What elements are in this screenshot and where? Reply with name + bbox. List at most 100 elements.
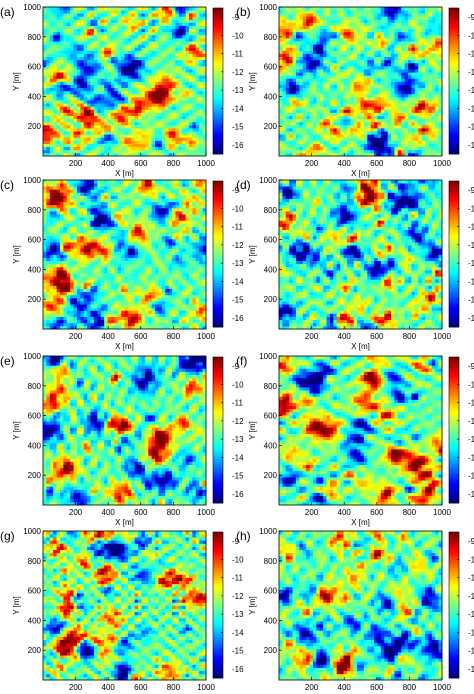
heatmap-cell: [384, 143, 389, 148]
heatmap-cell: [168, 72, 173, 76]
heatmap-cell: [192, 53, 197, 58]
heatmap-cell: [404, 140, 409, 144]
heatmap-cell: [357, 44, 361, 48]
heatmap-cell: [333, 134, 338, 138]
heatmap-cell: [46, 62, 51, 67]
heatmap-cell: [292, 93, 297, 98]
colorbar-tick-label: -14: [232, 104, 244, 113]
heatmap-cell: [401, 131, 405, 135]
heatmap-cell: [66, 316, 71, 321]
heatmap-cell: [302, 106, 307, 110]
heatmap-cell: [309, 121, 314, 126]
heatmap-cell: [73, 97, 78, 101]
heatmap-cell: [158, 56, 163, 61]
heatmap-cell: [350, 109, 355, 113]
heatmap-cell: [374, 25, 378, 30]
heatmap-cell: [435, 140, 439, 144]
heatmap-cell: [346, 22, 351, 26]
heatmap-cell: [104, 56, 108, 61]
heatmap-cell: [357, 19, 361, 23]
heatmap-cell: [367, 31, 372, 36]
heatmap-cell: [312, 97, 317, 101]
heatmap-cell: [309, 90, 314, 95]
heatmap-cell: [377, 128, 382, 132]
heatmap-cell: [178, 106, 183, 110]
heatmap-cell: [155, 97, 159, 101]
heatmap-cell: [421, 7, 426, 11]
heatmap-cell: [370, 143, 375, 148]
heatmap-cell: [104, 7, 108, 11]
heatmap-cell: [319, 118, 324, 123]
heatmap-cell: [326, 13, 331, 17]
heatmap-cell: [138, 38, 142, 42]
heatmap-cell: [175, 25, 180, 30]
heatmap-cell: [131, 131, 136, 135]
heatmap-cell: [401, 47, 405, 51]
heatmap-cell: [46, 84, 51, 89]
heatmap-cell: [124, 118, 129, 123]
heatmap-cell: [100, 316, 105, 321]
heatmap-cell: [336, 41, 341, 45]
heatmap-cell: [172, 62, 176, 67]
heatmap-cell: [370, 134, 375, 138]
heatmap-cell: [346, 87, 351, 92]
heatmap-cell: [374, 69, 378, 73]
heatmap-cell: [104, 146, 108, 151]
heatmap-cell: [346, 16, 351, 20]
heatmap-cell: [326, 41, 331, 45]
heatmap-cell: [121, 106, 125, 110]
heatmap-cell: [380, 72, 385, 76]
heatmap-cell: [394, 62, 399, 67]
heatmap-cell: [189, 72, 193, 76]
heatmap-cell: [107, 10, 112, 14]
heatmap-cell: [285, 13, 290, 17]
heatmap-cell: [107, 19, 112, 23]
heatmap-cell: [285, 44, 290, 48]
heatmap-cell: [353, 81, 358, 85]
heatmap-cell: [299, 50, 304, 54]
colorbar-step: [449, 140, 459, 143]
heatmap-cell: [43, 22, 47, 26]
heatmap-cell: [93, 22, 98, 26]
heatmap-cell: [421, 78, 426, 82]
heatmap-cell: [401, 69, 405, 73]
heatmap-cell: [391, 16, 395, 20]
heatmap-cell: [340, 146, 344, 151]
heatmap-cell: [285, 121, 290, 126]
heatmap-cell: [421, 134, 426, 138]
heatmap-cell: [425, 97, 429, 101]
heatmap-cell: [121, 22, 125, 26]
heatmap-cell: [87, 140, 91, 144]
heatmap-cell: [357, 47, 361, 51]
heatmap-cell: [80, 75, 85, 79]
heatmap-cell: [76, 93, 81, 98]
heatmap-cell: [414, 41, 419, 45]
heatmap-cell: [411, 10, 416, 14]
heatmap-cell: [285, 128, 290, 132]
heatmap-cell: [83, 41, 88, 45]
heatmap-cell: [295, 106, 300, 110]
heatmap-cell: [168, 109, 173, 113]
heatmap-cell: [127, 59, 132, 64]
heatmap-cell: [374, 7, 378, 11]
heatmap-cell: [319, 72, 324, 76]
heatmap-cell: [131, 109, 136, 113]
heatmap-cell: [110, 38, 115, 42]
heatmap-cell: [172, 322, 176, 327]
heatmap-cell: [148, 59, 153, 64]
heatmap-cell: [104, 44, 108, 48]
heatmap-cell: [195, 134, 200, 138]
heatmap-cell: [425, 62, 429, 67]
heatmap-cell: [131, 121, 136, 126]
heatmap-cell: [367, 115, 372, 120]
heatmap-cell: [292, 90, 297, 95]
heatmap-cell: [323, 50, 327, 54]
heatmap-cell: [43, 97, 47, 101]
heatmap-cell: [127, 131, 132, 135]
heatmap-cell: [279, 112, 283, 116]
heatmap-cell: [353, 13, 358, 17]
heatmap-cell: [340, 10, 344, 14]
heatmap-cell: [367, 140, 372, 144]
heatmap-cell: [134, 128, 139, 132]
